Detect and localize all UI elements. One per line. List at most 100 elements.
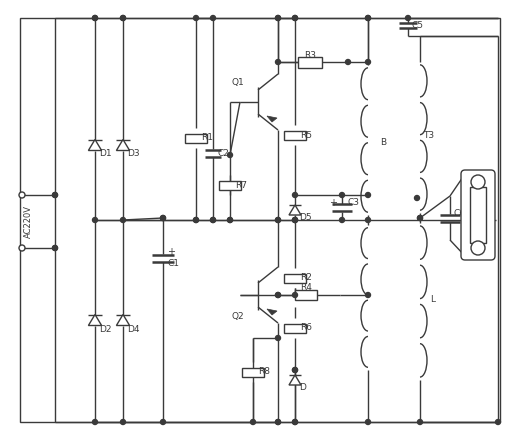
Bar [219, 180, 241, 190]
Circle shape [161, 420, 165, 424]
Polygon shape [289, 205, 301, 215]
Circle shape [228, 152, 232, 158]
Circle shape [93, 218, 98, 223]
Circle shape [292, 367, 297, 372]
Text: R5: R5 [300, 131, 312, 139]
Bar [295, 290, 317, 300]
Circle shape [276, 218, 280, 223]
Polygon shape [116, 139, 129, 151]
Polygon shape [116, 314, 129, 325]
Text: L: L [430, 294, 435, 304]
Circle shape [193, 15, 199, 21]
Text: C1: C1 [167, 259, 179, 268]
Circle shape [193, 218, 199, 223]
Circle shape [292, 293, 297, 297]
Circle shape [276, 293, 280, 297]
Circle shape [93, 420, 98, 424]
Text: Q1: Q1 [231, 78, 244, 86]
Text: D5: D5 [299, 213, 311, 223]
Text: D1: D1 [99, 149, 112, 159]
Circle shape [276, 336, 280, 340]
Circle shape [276, 15, 280, 21]
Bar [185, 134, 207, 142]
Circle shape [193, 218, 199, 223]
Text: R7: R7 [235, 180, 247, 190]
Text: C3: C3 [347, 198, 359, 207]
Circle shape [276, 15, 280, 21]
Circle shape [292, 420, 297, 424]
Text: D: D [299, 384, 306, 392]
Text: R8: R8 [258, 367, 270, 377]
Circle shape [366, 293, 370, 297]
Circle shape [496, 420, 500, 424]
Circle shape [345, 60, 350, 64]
Circle shape [276, 60, 280, 64]
Text: 灯: 灯 [475, 202, 481, 212]
Circle shape [418, 215, 422, 220]
Bar [284, 324, 306, 332]
Circle shape [53, 192, 58, 198]
Text: Q2: Q2 [231, 312, 244, 321]
Bar [284, 273, 306, 283]
Circle shape [53, 246, 58, 251]
Circle shape [366, 192, 370, 198]
Circle shape [53, 246, 58, 251]
Text: T3: T3 [423, 131, 434, 139]
Polygon shape [88, 314, 101, 325]
Circle shape [292, 192, 297, 198]
Bar [298, 57, 322, 67]
Circle shape [292, 367, 297, 372]
Text: C2: C2 [217, 148, 229, 158]
Circle shape [161, 215, 165, 220]
Circle shape [121, 15, 125, 21]
Circle shape [366, 420, 370, 424]
Polygon shape [267, 116, 277, 122]
Circle shape [211, 218, 215, 223]
Circle shape [53, 192, 58, 198]
Text: R1: R1 [201, 134, 213, 142]
Circle shape [471, 175, 485, 189]
Circle shape [418, 215, 422, 220]
Circle shape [471, 241, 485, 255]
Circle shape [414, 195, 420, 201]
Text: AC220V: AC220V [23, 205, 32, 238]
Circle shape [211, 15, 215, 21]
Circle shape [121, 218, 125, 223]
Circle shape [93, 15, 98, 21]
Circle shape [251, 420, 255, 424]
Circle shape [340, 218, 345, 223]
Circle shape [228, 218, 232, 223]
Polygon shape [88, 139, 101, 151]
Text: D2: D2 [99, 325, 111, 333]
Circle shape [340, 192, 345, 198]
Polygon shape [289, 375, 301, 385]
Text: +: + [167, 247, 175, 257]
Circle shape [366, 15, 370, 21]
Circle shape [276, 420, 280, 424]
Circle shape [292, 218, 297, 223]
Text: D4: D4 [127, 325, 139, 333]
Circle shape [292, 420, 297, 424]
Bar [284, 131, 306, 139]
Circle shape [292, 15, 297, 21]
Circle shape [406, 15, 410, 21]
Text: C5: C5 [412, 21, 424, 29]
Circle shape [276, 218, 280, 223]
Circle shape [121, 420, 125, 424]
Circle shape [211, 218, 215, 223]
Circle shape [161, 215, 165, 220]
Circle shape [19, 192, 25, 198]
Text: 管: 管 [475, 218, 481, 228]
Text: +: + [329, 198, 337, 208]
Text: B: B [380, 138, 386, 147]
Text: R4: R4 [300, 283, 312, 293]
Circle shape [228, 218, 232, 223]
Text: C6: C6 [454, 209, 466, 219]
Text: R3: R3 [304, 50, 316, 60]
Circle shape [292, 218, 297, 223]
Bar [470, 187, 486, 243]
Bar [242, 367, 264, 377]
Circle shape [121, 15, 125, 21]
Circle shape [276, 420, 280, 424]
Circle shape [292, 15, 297, 21]
